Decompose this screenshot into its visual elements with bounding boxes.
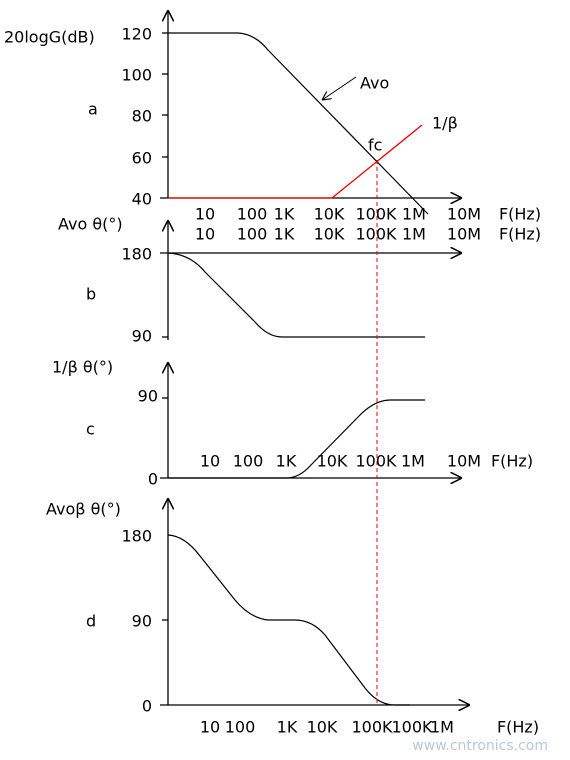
- avo-curve: [168, 32, 429, 215]
- freq-label: 100K: [351, 718, 393, 737]
- freq-label: F(Hz): [499, 225, 541, 244]
- freq-label: 10M: [447, 225, 481, 244]
- panel-d: Avoβ θ(°) d 180 90 0: [46, 498, 470, 716]
- y-tick: 60: [132, 149, 152, 168]
- curve-label: Avo: [360, 74, 389, 93]
- freq-label: 100K: [355, 452, 397, 471]
- freq-label: F(Hz): [491, 452, 533, 471]
- freq-label: 10M: [447, 452, 481, 471]
- freq-label: 1K: [274, 225, 295, 244]
- avo-phase-curve: [167, 252, 425, 338]
- y-tick: 40: [132, 190, 152, 209]
- freq-label: 10K: [307, 718, 338, 737]
- inv-beta-curve: [168, 124, 423, 199]
- panel-label: a: [88, 100, 98, 119]
- freq-label: 10: [200, 718, 220, 737]
- y-title: 1/β θ(°): [52, 358, 113, 377]
- y-tick: 0: [142, 697, 152, 716]
- freq-label: 10K: [314, 225, 345, 244]
- loop-phase-curve: [167, 534, 410, 706]
- panel-label: b: [86, 285, 96, 304]
- freq-label: 100: [233, 452, 264, 471]
- freq-label: F(Hz): [497, 718, 539, 737]
- y-tick: 90: [132, 327, 152, 346]
- freq-label: F(Hz): [499, 205, 541, 224]
- freq-label: 10: [195, 205, 215, 224]
- freq-label: 1M: [430, 718, 454, 737]
- arrow: [322, 76, 357, 100]
- freq-label: 100K: [355, 205, 397, 224]
- panel-label: d: [86, 612, 96, 631]
- y-title: 20logG(dB): [4, 28, 95, 47]
- y-title: Avoβ θ(°): [46, 500, 121, 519]
- panel-b: Avo θ(°) b 180 90: [58, 215, 462, 346]
- freq-label: 10K: [317, 452, 348, 471]
- frequency-labels: 10 100 1K 10K 100K 1M 10M F(Hz)10 100 1K 10K 100K 1M…: [195, 205, 541, 737]
- panel-a: 20logG(dB) a 120 100 80 60 40 Avo 1/β fc: [4, 10, 462, 215]
- y-tick: 180: [121, 245, 152, 264]
- freq-label: 1M: [402, 205, 426, 224]
- y-tick: 180: [121, 527, 152, 546]
- freq-label: 10M: [447, 205, 481, 224]
- freq-label: 10: [200, 452, 220, 471]
- freq-label: 10: [195, 225, 215, 244]
- y-tick: 100: [121, 66, 152, 85]
- y-title: Avo θ(°): [58, 215, 123, 234]
- freq-label: 1M: [402, 225, 426, 244]
- ticks: [162, 32, 168, 158]
- freq-label: 100: [225, 718, 256, 737]
- watermark: www.cntronics.com: [412, 738, 548, 754]
- panel-label: c: [86, 420, 95, 439]
- curve-label: 1/β: [432, 114, 458, 133]
- freq-label: 1M: [401, 452, 425, 471]
- freq-label: 1K: [274, 205, 295, 224]
- freq-label: 10K: [314, 205, 345, 224]
- y-tick: 120: [121, 25, 152, 44]
- freq-label: 1K: [276, 452, 297, 471]
- y-tick: 0: [148, 470, 158, 489]
- y-tick: 90: [138, 387, 158, 406]
- inv-beta-phase-curve: [168, 399, 425, 479]
- freq-label: 100: [237, 205, 268, 224]
- freq-label: 100: [237, 225, 268, 244]
- freq-label: 1K: [277, 718, 298, 737]
- y-tick: 80: [132, 107, 152, 126]
- freq-label: 100K: [391, 718, 433, 737]
- panel-c: 1/β θ(°) c 90 0: [52, 358, 462, 489]
- curve-label: fc: [368, 136, 382, 155]
- freq-label: 100K: [355, 225, 397, 244]
- y-tick: 90: [132, 612, 152, 631]
